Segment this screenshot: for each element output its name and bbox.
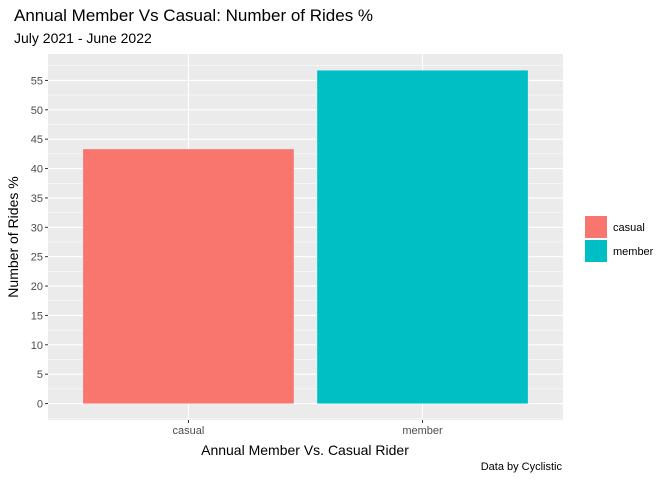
x-axis: casual member — [173, 420, 443, 437]
y-tick-label: 5 — [37, 369, 43, 381]
y-tick-label: 50 — [31, 105, 43, 117]
y-tick-label: 25 — [31, 252, 43, 264]
legend-key-casual — [585, 216, 607, 238]
y-axis: 0 5 10 15 20 25 30 35 40 45 50 55 — [31, 75, 48, 411]
y-tick-label: 10 — [31, 340, 43, 352]
x-tick-label: casual — [173, 425, 205, 437]
y-tick-label: 0 — [37, 399, 43, 411]
chart-subtitle: July 2021 - June 2022 — [14, 30, 152, 46]
chart-caption: Data by Cyclistic — [481, 461, 563, 473]
x-axis-title: Annual Member Vs. Casual Rider — [201, 442, 409, 458]
legend-label-member: member — [613, 246, 654, 258]
bar-layer — [83, 70, 528, 404]
y-tick-label: 20 — [31, 281, 43, 293]
y-tick-label: 55 — [31, 75, 43, 87]
y-tick-label: 35 — [31, 193, 43, 205]
y-tick-label: 30 — [31, 222, 43, 234]
x-tick-label: member — [402, 425, 443, 437]
legend-key-member — [585, 240, 607, 262]
bar-member — [317, 70, 528, 404]
y-tick-label: 45 — [31, 134, 43, 146]
bar-casual — [83, 149, 294, 404]
y-axis-title: Number of Rides % — [5, 176, 21, 297]
y-tick-label: 15 — [31, 310, 43, 322]
chart-title: Annual Member Vs Casual: Number of Rides… — [14, 6, 373, 25]
legend-label-casual: casual — [613, 222, 645, 234]
y-tick-label: 40 — [31, 164, 43, 176]
legend: casual member — [585, 216, 654, 262]
